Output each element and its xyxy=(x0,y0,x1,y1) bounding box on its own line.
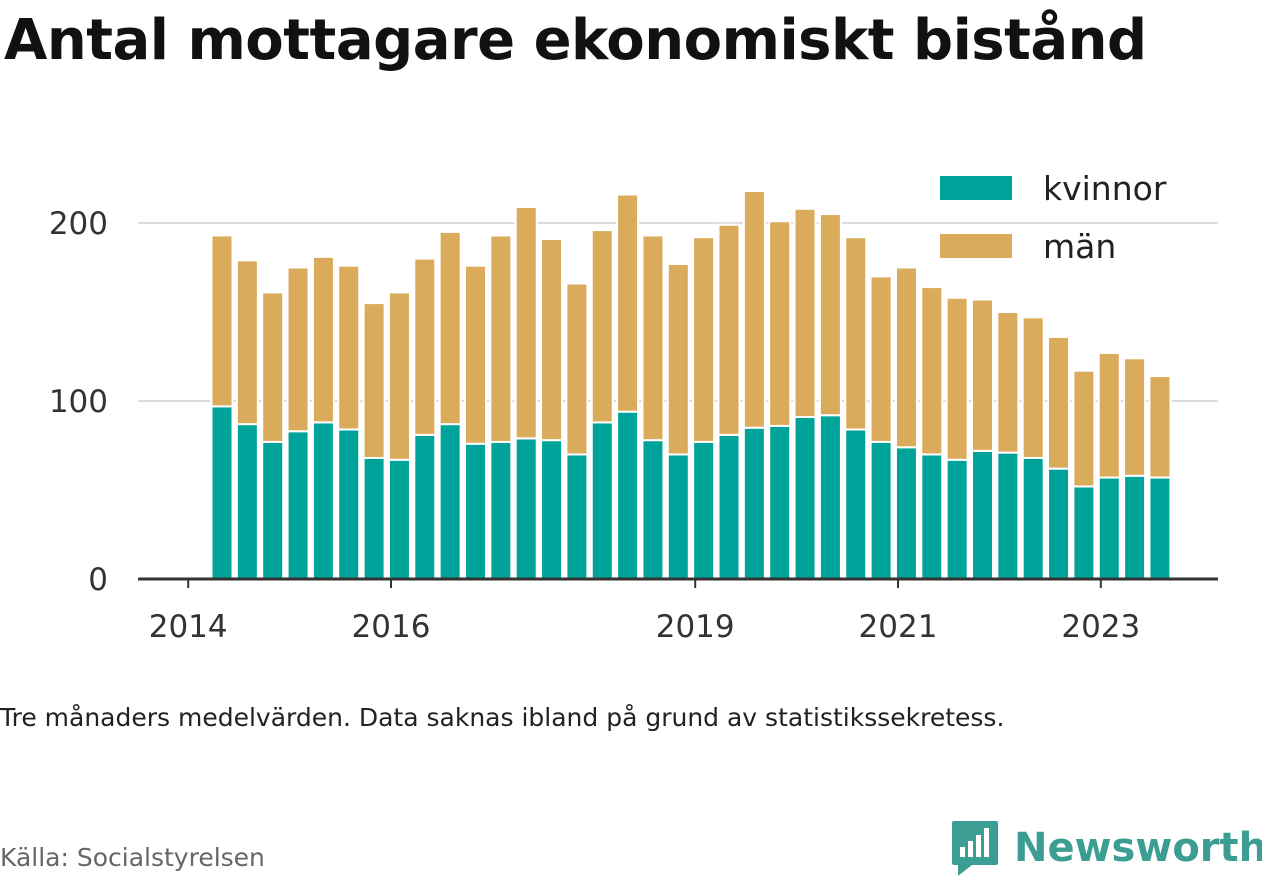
bar-män xyxy=(717,223,741,436)
y-tick-label: 100 xyxy=(49,384,108,420)
bar-kvinnor xyxy=(1072,485,1096,580)
stacked-bar-chart: 0 100 200 2014 2016 2019 2021 2023 kvinnor män xyxy=(49,169,1218,645)
bar-män xyxy=(869,275,893,443)
bar-män xyxy=(818,213,842,417)
bar-kvinnor xyxy=(793,416,817,580)
brand-name: Newsworthy xyxy=(1014,825,1262,871)
bar-män xyxy=(742,189,766,429)
bar-kvinnor xyxy=(742,426,766,581)
bar-kvinnor xyxy=(362,456,386,580)
bar-kvinnor xyxy=(210,405,234,580)
bar-kvinnor xyxy=(616,410,640,580)
bar-män xyxy=(438,230,462,426)
y-axis: 0 100 200 xyxy=(49,206,108,598)
bar-män xyxy=(489,234,513,443)
bar-män xyxy=(590,229,614,424)
bar-män xyxy=(261,291,285,443)
y-tick-label: 200 xyxy=(49,206,108,242)
bar-män xyxy=(464,264,487,445)
bar-kvinnor xyxy=(438,423,462,581)
bar-män xyxy=(793,207,817,419)
bars xyxy=(210,189,1172,581)
bar-män xyxy=(286,266,310,433)
bar-kvinnor xyxy=(235,423,259,581)
bar-kvinnor xyxy=(869,440,893,580)
x-axis: 2014 2016 2019 2021 2023 xyxy=(138,577,1218,645)
bar-män xyxy=(413,257,437,436)
bar-män xyxy=(387,291,411,461)
x-tick-label: 2021 xyxy=(859,609,938,645)
bar-män xyxy=(768,220,792,427)
bar-män xyxy=(1123,357,1147,477)
bar-män xyxy=(337,264,361,431)
bar-män xyxy=(971,298,994,452)
bar-män xyxy=(311,255,335,424)
bar-män xyxy=(514,205,538,440)
bar-kvinnor xyxy=(768,424,792,581)
bar-män xyxy=(996,311,1020,454)
bar-kvinnor xyxy=(286,430,310,581)
legend-label-män: män xyxy=(1043,227,1116,266)
x-tick-label: 2023 xyxy=(1061,609,1140,645)
bar-män xyxy=(945,296,969,461)
bar-kvinnor xyxy=(945,458,969,580)
bar-kvinnor xyxy=(1123,474,1147,581)
bar-kvinnor xyxy=(387,458,411,580)
bar-kvinnor xyxy=(590,421,614,580)
bar-kvinnor xyxy=(413,433,437,580)
bar-män xyxy=(1021,316,1045,459)
bar-män xyxy=(540,238,564,442)
bar-kvinnor xyxy=(692,440,716,580)
bar-kvinnor xyxy=(920,453,944,580)
bar-män xyxy=(844,236,868,431)
bar-män xyxy=(235,259,259,426)
bar-kvinnor xyxy=(1097,476,1121,581)
y-tick-label: 0 xyxy=(88,562,108,598)
bar-kvinnor xyxy=(1148,476,1172,581)
bar-män xyxy=(641,234,665,442)
bar-män xyxy=(692,236,716,443)
bar-kvinnor xyxy=(311,421,335,580)
bar-män xyxy=(362,302,386,459)
bar-kvinnor xyxy=(1047,467,1071,581)
bar-kvinnor xyxy=(971,449,994,580)
bar-män xyxy=(1047,335,1071,470)
bar-män xyxy=(666,262,690,456)
bar-kvinnor xyxy=(996,451,1020,580)
bar-män xyxy=(1097,351,1121,479)
source-label: Källa: Socialstyrelsen xyxy=(0,843,265,872)
bar-män xyxy=(1072,369,1096,488)
x-tick-label: 2016 xyxy=(352,609,431,645)
bar-kvinnor xyxy=(261,440,285,580)
bar-kvinnor xyxy=(894,446,918,580)
legend: kvinnor män xyxy=(940,169,1167,266)
bar-kvinnor xyxy=(489,440,513,580)
bar-kvinnor xyxy=(514,437,538,580)
bar-män xyxy=(616,193,640,413)
bar-kvinnor xyxy=(1021,456,1045,580)
newsworthy-logo-icon xyxy=(952,821,998,876)
bar-män xyxy=(565,282,589,456)
legend-swatch-kvinnor xyxy=(940,176,1012,200)
bar-män xyxy=(1148,375,1172,479)
bar-kvinnor xyxy=(641,439,665,580)
bar-män xyxy=(920,286,944,456)
bar-män xyxy=(894,266,918,449)
bar-kvinnor xyxy=(337,428,361,581)
bar-kvinnor xyxy=(844,428,868,581)
bar-kvinnor xyxy=(565,453,589,580)
bar-kvinnor xyxy=(717,433,741,580)
bar-kvinnor xyxy=(540,439,564,580)
chart-note: Tre månaders medelvärden. Data saknas ib… xyxy=(0,703,1005,732)
legend-label-kvinnor: kvinnor xyxy=(1043,169,1167,208)
bar-kvinnor xyxy=(464,442,487,580)
bar-kvinnor xyxy=(666,453,690,580)
bar-män xyxy=(210,234,234,408)
page-title: Antal mottagare ekonomiskt bistånd xyxy=(4,8,1147,73)
brand-logo[interactable]: Newsworthy xyxy=(950,818,1262,878)
bar-kvinnor xyxy=(818,414,842,580)
legend-swatch-män xyxy=(940,234,1012,258)
x-tick-label: 2014 xyxy=(149,609,228,645)
x-tick-label: 2019 xyxy=(656,609,735,645)
